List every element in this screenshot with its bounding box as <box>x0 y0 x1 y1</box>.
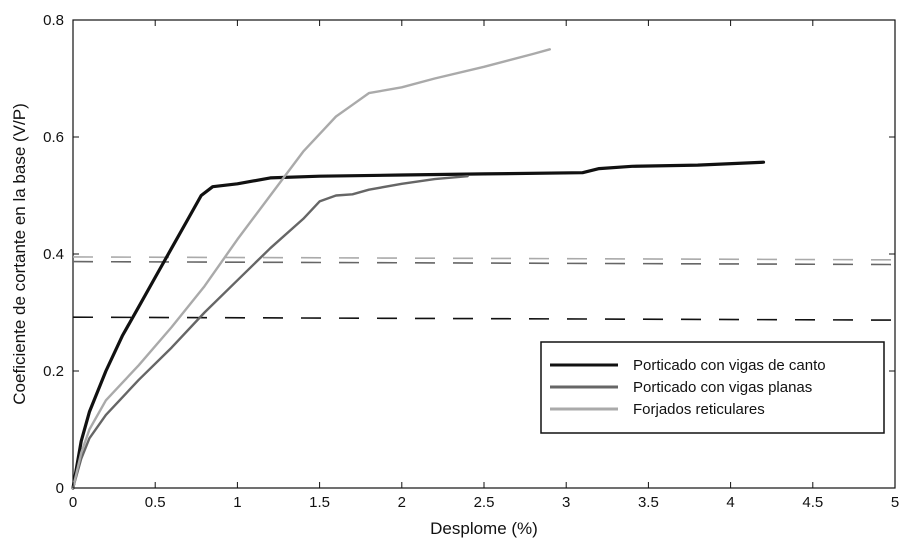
legend-label-series-2: Porticado con vigas planas <box>633 379 812 396</box>
y-tick-label: 0.6 <box>43 129 64 146</box>
y-tick-label: 0.4 <box>43 246 64 263</box>
series-layer <box>71 48 766 490</box>
legend-label-series-1: Porticado con vigas de canto <box>633 357 826 374</box>
x-tick-label: 0 <box>69 494 77 511</box>
x-tick-label: 4.5 <box>802 494 823 511</box>
x-axis-label: Desplome (%) <box>430 519 538 538</box>
x-tick-label: 1 <box>233 494 241 511</box>
y-axis: 0 0.2 0.4 0.6 0.8 <box>43 12 895 497</box>
x-tick-label: 2.5 <box>474 494 495 511</box>
series-line-3 <box>71 48 551 490</box>
x-tick-label: 3.5 <box>638 494 659 511</box>
legend: Porticado con vigas de canto Porticado c… <box>540 341 885 434</box>
x-tick-label: 0.5 <box>145 494 166 511</box>
reference-line-3 <box>72 316 896 321</box>
y-tick-label: 0 <box>56 480 64 497</box>
series-line-2 <box>71 174 469 490</box>
legend-label-series-3: Forjados reticulares <box>633 401 765 418</box>
reference-line-1 <box>72 256 896 261</box>
x-tick-label: 1.5 <box>309 494 330 511</box>
y-tick-label: 0.8 <box>43 12 64 29</box>
x-axis: 0 0.5 1 1.5 2 2.5 3 3.5 4 4.5 5 <box>69 20 899 511</box>
y-axis-label: Coeficiente de cortante en la base (V/P) <box>10 103 29 404</box>
reference-lines <box>72 256 896 321</box>
reference-line-2 <box>72 260 896 266</box>
x-tick-label: 5 <box>891 494 899 511</box>
series-line-1 <box>71 160 766 490</box>
y-tick-label: 0.2 <box>43 363 64 380</box>
x-tick-label: 3 <box>562 494 570 511</box>
x-tick-label: 4 <box>726 494 734 511</box>
x-tick-label: 2 <box>398 494 406 511</box>
